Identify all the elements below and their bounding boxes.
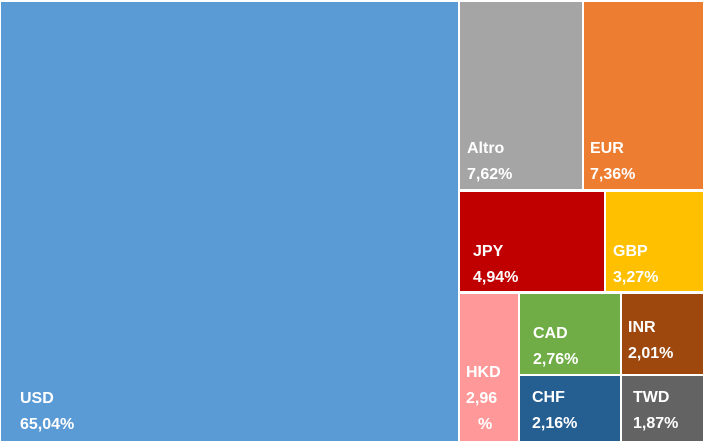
tile-label-usd: USD bbox=[20, 390, 54, 407]
tile-value-chf: 2,16% bbox=[532, 415, 577, 432]
tile-label-gbp: GBP bbox=[613, 243, 648, 260]
treemap-tile-cad bbox=[520, 294, 620, 374]
treemap-tile-twd bbox=[622, 376, 703, 441]
treemap-tile-hkd bbox=[460, 294, 518, 441]
tile-label-inr: INR bbox=[628, 319, 656, 336]
tile-value-cad: 2,76% bbox=[533, 351, 578, 368]
treemap-tile-jpy bbox=[460, 192, 604, 291]
tile-value-eur: 7,36% bbox=[590, 166, 635, 183]
tile-value-inr: 2,01% bbox=[628, 345, 673, 362]
tile-label-cad: CAD bbox=[533, 325, 568, 342]
treemap-tile-inr bbox=[622, 294, 703, 374]
treemap-tile-gbp bbox=[606, 192, 703, 291]
tile-value-hkd: 2,96% bbox=[466, 390, 497, 433]
tile-value-twd: 1,87% bbox=[633, 415, 678, 432]
treemap-tile-altro bbox=[460, 2, 582, 189]
treemap-tile-chf bbox=[520, 376, 620, 441]
tile-value-jpy: 4,94% bbox=[473, 269, 518, 286]
tile-label-twd: TWD bbox=[633, 389, 669, 406]
tile-value-gbp: 3,27% bbox=[613, 269, 658, 286]
tile-value-usd: 65,04% bbox=[20, 416, 74, 433]
tile-label-hkd: HKD bbox=[466, 364, 501, 381]
tile-label-jpy: JPY bbox=[473, 243, 504, 260]
treemap-tile-eur bbox=[584, 2, 703, 189]
treemap-tile-usd bbox=[1, 2, 458, 441]
tile-value-altro: 7,62% bbox=[467, 166, 512, 183]
tile-label-eur: EUR bbox=[590, 140, 624, 157]
tile-label-altro: Altro bbox=[467, 140, 505, 157]
tile-label-chf: CHF bbox=[532, 389, 565, 406]
